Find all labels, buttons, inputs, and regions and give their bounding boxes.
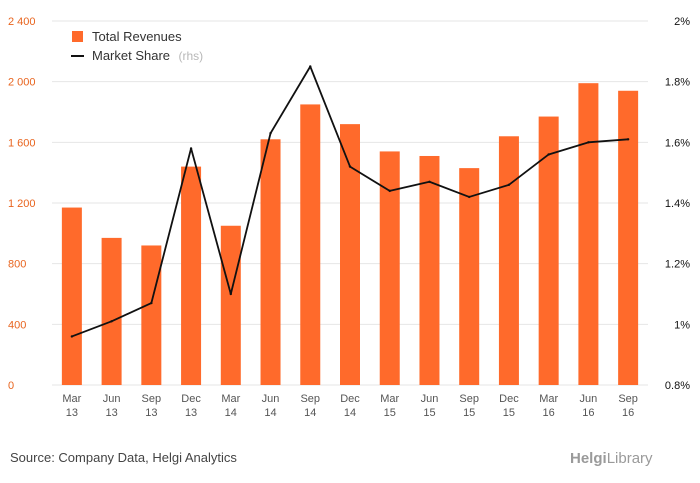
right-tick-label: 2%	[674, 16, 690, 28]
market-share-point	[626, 138, 630, 141]
x-tick-label: Jun	[262, 393, 280, 405]
x-tick-label-year: 16	[582, 407, 594, 419]
source-note: Source: Company Data, Helgi Analytics	[10, 450, 237, 465]
right-tick-label: 1.4%	[665, 198, 690, 210]
right-tick-label: 1.2%	[665, 259, 690, 271]
market-share-point	[110, 320, 113, 323]
market-share-point	[70, 335, 74, 338]
market-share-point	[309, 65, 312, 68]
x-tick-label-year: 16	[543, 407, 555, 419]
x-tick-label: Jun	[580, 393, 598, 405]
revenue-bar	[300, 104, 321, 386]
revenue-bar	[419, 155, 440, 385]
revenue-bar	[101, 237, 122, 385]
brand-logo-main: Helgi	[570, 450, 607, 467]
revenue-bar	[260, 139, 281, 385]
brand-logo: HelgiLibrary	[570, 450, 653, 467]
x-tick-label-year: 13	[145, 407, 157, 419]
market-share-point	[587, 141, 590, 144]
right-tick-label: 0.8%	[665, 380, 690, 392]
x-tick-label-year: 15	[423, 407, 435, 419]
left-tick-label: 1 200	[8, 198, 36, 210]
market-share-point	[229, 292, 232, 296]
market-share-point	[269, 132, 272, 135]
left-tick-label: 2 400	[8, 16, 36, 28]
x-tick-label: Sep	[142, 393, 162, 405]
market-share-line	[70, 65, 630, 338]
left-tick-label: 0	[8, 380, 14, 392]
legend-swatch-total-revenues	[72, 31, 83, 42]
market-share-point	[150, 301, 153, 305]
x-tick-label-year: 15	[463, 407, 475, 419]
left-tick-label: 400	[8, 319, 26, 331]
x-tick-label: Sep	[618, 393, 638, 405]
market-share-point	[189, 147, 193, 150]
left-tick-label: 2 000	[8, 77, 36, 89]
market-share-point	[507, 183, 511, 186]
legend-label-total-revenues: Total Revenues	[92, 29, 182, 44]
revenue-bar	[498, 136, 519, 385]
x-tick-label: Mar	[221, 393, 240, 405]
left-tick-label: 1 600	[8, 137, 36, 149]
market-share-point	[547, 153, 550, 156]
x-tick-label: Dec	[499, 393, 519, 405]
x-tick-label: Jun	[421, 393, 439, 405]
brand-logo-rest: Library	[606, 450, 653, 467]
x-tick-label-year: 13	[185, 407, 197, 419]
legend-market-share-name: Market Share	[92, 48, 170, 63]
x-tick-label: Sep	[459, 393, 479, 405]
right-tick-label: 1.8%	[665, 77, 690, 89]
x-tick-label-year: 13	[66, 407, 78, 419]
x-tick-label: Mar	[380, 393, 399, 405]
x-axis-ticks: Mar 13 Jun 13 Sep 13 Dec 13 Mar 14 Jun 14 Sep 14 Dec 14…	[62, 393, 638, 419]
left-axis-ticks: 0 400 800 1 200 1 600 2 000 2 400	[8, 16, 36, 392]
revenue-bar	[459, 168, 480, 385]
market-share-point	[348, 165, 352, 168]
x-tick-label-year: 14	[225, 407, 237, 419]
x-tick-label: Jun	[103, 393, 121, 405]
revenue-bar	[578, 83, 599, 385]
market-share-point	[388, 189, 391, 193]
revenue-bar	[61, 207, 82, 385]
market-share-point	[428, 180, 431, 183]
right-tick-label: 1.6%	[665, 137, 690, 149]
legend: Total Revenues Market Share (rhs)	[71, 29, 203, 64]
x-tick-label: Dec	[340, 393, 360, 405]
revenue-bar	[618, 90, 639, 386]
x-tick-label: Mar	[539, 393, 558, 405]
x-tick-label-year: 16	[622, 407, 634, 419]
revenue-bar	[181, 166, 202, 385]
chart: 0 400 800 1 200 1 600 2 000 2 400 0.8% 1% 1.2% 1.…	[8, 16, 690, 419]
revenue-bar	[340, 124, 360, 385]
left-tick-label: 800	[8, 259, 26, 271]
legend-label-market-share: Market Share (rhs)	[92, 47, 203, 64]
market-share-point	[468, 195, 471, 199]
right-axis-ticks: 0.8% 1% 1.2% 1.4% 1.6% 1.8% 2%	[665, 16, 690, 392]
revenue-bars	[61, 83, 639, 386]
x-tick-label-year: 14	[344, 407, 356, 419]
x-tick-label-year: 15	[503, 407, 515, 419]
revenue-bar	[220, 225, 241, 385]
x-tick-label: Sep	[300, 393, 320, 405]
revenue-bar	[538, 116, 559, 386]
right-tick-label: 1%	[674, 319, 690, 331]
revenue-bar	[141, 245, 162, 385]
revenue-bar	[379, 151, 400, 385]
x-tick-label-year: 15	[384, 407, 396, 419]
x-tick-label-year: 14	[304, 407, 316, 419]
x-tick-label-year: 13	[105, 407, 117, 419]
x-tick-label: Mar	[62, 393, 81, 405]
legend-market-share-suffix: (rhs)	[179, 49, 204, 63]
x-tick-label: Dec	[181, 393, 201, 405]
x-tick-label-year: 14	[264, 407, 276, 419]
